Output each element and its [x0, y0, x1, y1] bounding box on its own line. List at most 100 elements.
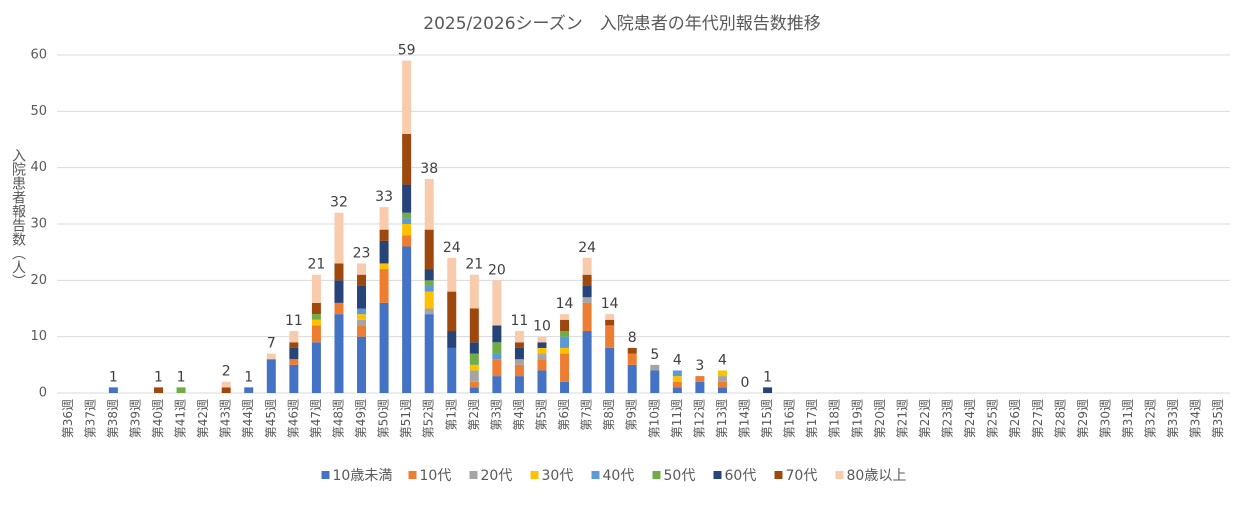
bar-segment	[334, 263, 344, 281]
x-tick-label: 第13週	[715, 399, 729, 438]
bar-segment	[357, 336, 367, 393]
x-tick-label: 第39週	[128, 399, 142, 438]
legend-swatch	[408, 471, 417, 479]
x-tick-label: 第22週	[918, 399, 932, 438]
bar-segment	[379, 302, 389, 393]
legend-label: 80歳以上	[847, 468, 907, 484]
bar-segment	[402, 224, 412, 236]
bar-segment	[357, 319, 367, 326]
bar-segment	[492, 342, 502, 354]
bar-segment	[424, 269, 434, 281]
total-label: 21	[307, 257, 325, 273]
bar-segment	[469, 308, 479, 343]
x-tick-label: 第28週	[1053, 399, 1067, 438]
total-label: 11	[511, 313, 529, 329]
bar-segment	[357, 325, 367, 337]
bar-segment	[605, 325, 615, 348]
total-label: 24	[578, 240, 596, 256]
x-tick-label: 第34週	[1189, 399, 1203, 438]
x-tick-label: 第11週	[670, 399, 684, 438]
bar-segment	[357, 285, 367, 309]
x-tick-label: 第6週	[557, 399, 571, 431]
bar-segment	[424, 291, 434, 309]
bar-segment	[627, 353, 637, 365]
x-tick-label: 第26週	[1008, 399, 1022, 438]
bar-segment	[266, 353, 276, 360]
bar-segment	[424, 280, 434, 286]
x-tick-label: 第25週	[986, 399, 1000, 438]
bar-segment	[221, 387, 231, 393]
bar-segment	[424, 285, 434, 292]
bar-segment	[560, 381, 570, 393]
bar-segment	[469, 342, 479, 354]
y-tick-label: 10	[30, 329, 47, 344]
y-axis-title: 入院患者報告数（人）	[10, 148, 26, 288]
bar-segment	[537, 370, 547, 393]
bar-segment	[424, 314, 434, 393]
x-tick-label: 第36週	[61, 399, 75, 438]
bar-segment	[717, 387, 727, 393]
bar-segment	[514, 331, 524, 343]
bar-segment	[492, 376, 502, 393]
y-tick-label: 20	[30, 273, 47, 288]
total-label: 32	[330, 195, 348, 211]
bar-segment	[402, 246, 412, 393]
total-label: 1	[177, 369, 186, 385]
bar-segment	[560, 336, 570, 348]
x-tick-label: 第24週	[963, 399, 977, 438]
bar-segment	[650, 370, 660, 393]
legend-swatch	[469, 471, 478, 479]
x-tick-label: 第40週	[151, 399, 165, 438]
bar-segment	[763, 387, 773, 393]
y-tick-label: 60	[30, 48, 47, 63]
total-label: 14	[601, 296, 619, 312]
x-tick-label: 第38週	[106, 399, 120, 438]
bar-segment	[311, 302, 321, 315]
bar-segment	[469, 274, 479, 309]
total-label: 1	[154, 369, 163, 385]
bar-segment	[154, 387, 164, 393]
bar-segment	[379, 229, 389, 241]
bar-segment	[492, 280, 502, 326]
bar-segment	[469, 381, 479, 388]
bar-segment	[627, 364, 637, 393]
legend-swatch	[713, 471, 722, 479]
bar-segment	[402, 184, 412, 213]
x-tick-label: 第48週	[331, 399, 345, 438]
total-label: 2	[222, 364, 231, 380]
x-tick-label: 第47週	[309, 399, 323, 438]
x-tick-label: 第12週	[692, 399, 706, 438]
x-tick-label: 第18週	[828, 399, 842, 438]
bar-segment	[582, 285, 592, 298]
bar-segment	[108, 387, 118, 393]
total-label: 7	[267, 336, 276, 352]
bar-segment	[560, 319, 570, 332]
x-tick-label: 第49週	[354, 399, 368, 438]
bar-segment	[695, 376, 705, 382]
bar-segment	[514, 364, 524, 377]
bar-segment	[650, 364, 660, 371]
bar-segment	[311, 342, 321, 393]
bar-segment	[560, 314, 570, 320]
bar-segment	[672, 370, 682, 377]
bar-segment	[717, 381, 727, 388]
bar-segment	[424, 178, 434, 230]
bar-segment	[560, 347, 570, 354]
x-tick-label: 第23週	[941, 399, 955, 438]
x-tick-label: 第30週	[1098, 399, 1112, 438]
bar-segment	[537, 336, 547, 343]
total-label: 59	[398, 43, 416, 59]
bar-segment	[289, 331, 299, 343]
x-tick-label: 第14週	[738, 399, 752, 438]
x-tick-label: 第50週	[377, 399, 391, 438]
legend-label: 50代	[664, 468, 696, 484]
bar-segment	[537, 347, 547, 354]
legend-swatch	[774, 471, 783, 479]
bar-segment	[537, 342, 547, 348]
x-tick-label: 第42週	[196, 399, 210, 438]
x-tick-label: 第21週	[895, 399, 909, 438]
x-tick-label: 第16週	[783, 399, 797, 438]
y-tick-label: 40	[30, 160, 47, 175]
total-label: 11	[285, 313, 303, 329]
bar-segment	[605, 314, 615, 320]
